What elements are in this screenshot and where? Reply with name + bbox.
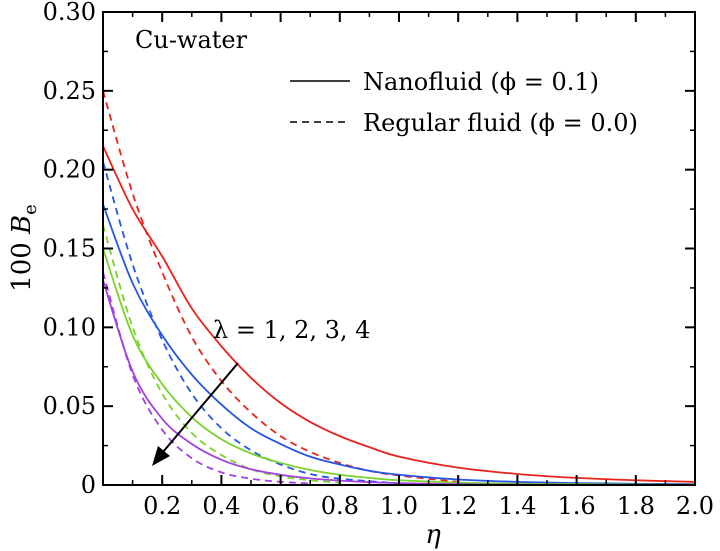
y-axis-title-prefix: 100 — [7, 234, 37, 292]
series-line-lambda-4-solid — [102, 279, 695, 486]
x-tick-label: 0.4 — [202, 492, 240, 520]
annotation-cu-water: Cu-water — [135, 26, 248, 54]
y-tick-label: 0.10 — [43, 313, 96, 341]
legend: Nanofluid (ϕ = 0.1) Regular fluid (ϕ = 0… — [290, 68, 638, 137]
x-axis-title: η — [425, 520, 441, 550]
series-curves — [102, 90, 696, 486]
series-line-lambda-3-solid — [102, 248, 696, 486]
series-line-lambda-3-dashed — [102, 224, 340, 484]
x-tick-label: 1.0 — [380, 492, 418, 520]
lambda-annotation: λ = 1, 2, 3, 4 — [213, 316, 370, 344]
x-tick-label: 1.8 — [617, 492, 655, 520]
x-tick-label: 2.0 — [676, 492, 714, 520]
x-tick-label: 1.6 — [558, 492, 596, 520]
lambda-arrow: λ = 1, 2, 3, 4 — [152, 316, 370, 466]
series-line-lambda-2-solid — [102, 204, 696, 486]
series-line-lambda-2-dashed — [102, 161, 400, 485]
x-tick-label: 1.4 — [498, 492, 536, 520]
y-axis-title-sub: e — [20, 204, 41, 215]
y-tick-label: 0.05 — [43, 392, 96, 420]
y-axis-title: 100 Be — [7, 204, 41, 292]
y-tick-label: 0.20 — [43, 156, 96, 184]
y-tick-label: 0 — [81, 471, 96, 499]
y-tick-label: 0.15 — [43, 235, 96, 263]
y-tick-label: 0.25 — [43, 77, 96, 105]
series-line-lambda-1-solid — [102, 145, 696, 483]
x-tick-label: 0.6 — [262, 492, 300, 520]
x-tick-label: 1.2 — [439, 492, 477, 520]
legend-label-nanofluid: Nanofluid (ϕ = 0.1) — [363, 68, 599, 96]
arrow-head — [152, 446, 170, 466]
series-line-lambda-4-dashed — [102, 271, 311, 485]
y-axis-title-var: B — [7, 215, 37, 235]
y-tick-label: 0.30 — [43, 0, 96, 26]
x-tick-label: 0.8 — [321, 492, 359, 520]
y-axis: 0 0.05 0.10 0.15 0.20 0.25 0.30 — [43, 0, 695, 499]
arrow-shaft — [162, 362, 239, 453]
legend-label-regular-fluid: Regular fluid (ϕ = 0.0) — [363, 109, 638, 137]
x-tick-label: 0.2 — [143, 492, 181, 520]
series-line-lambda-1-dashed — [102, 90, 459, 483]
x-axis: 0.2 0.4 0.6 0.8 1.0 1.2 1.4 1.6 1.8 2.0 — [131, 12, 714, 520]
